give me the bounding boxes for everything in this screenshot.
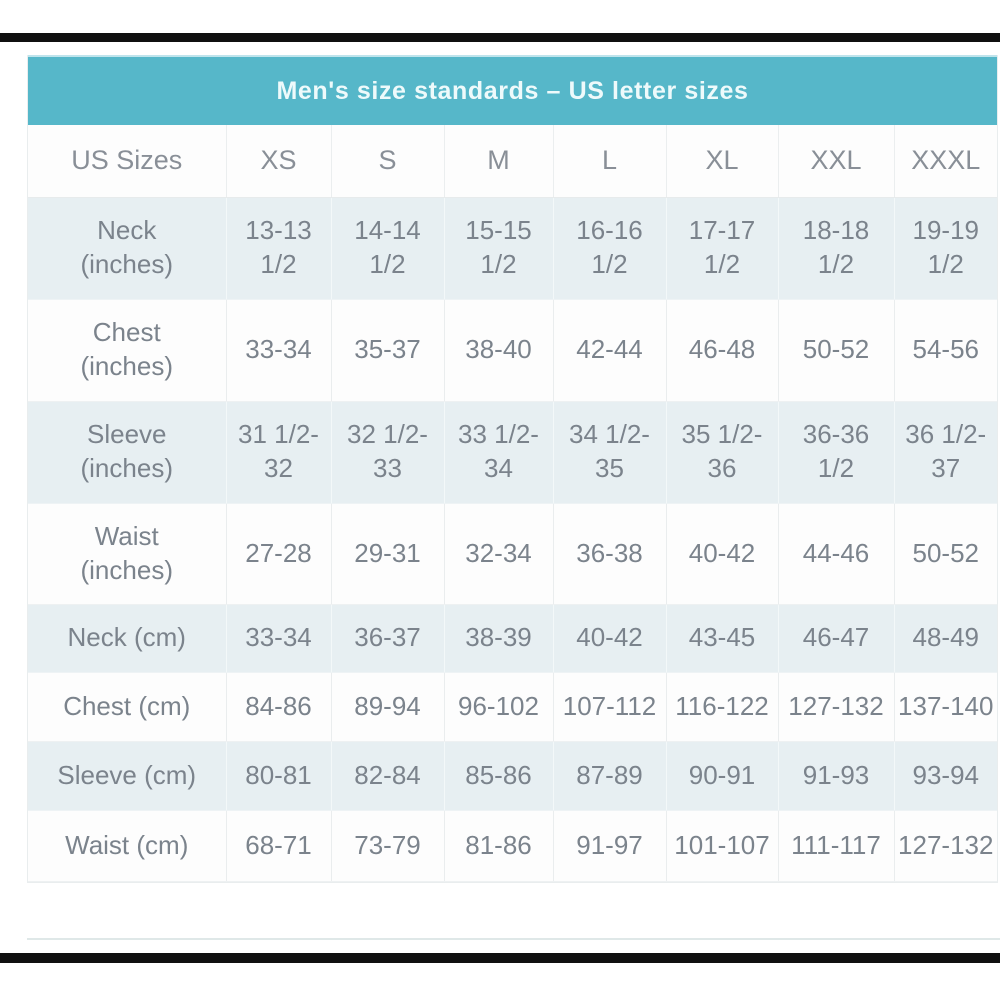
cell: 35-37 [331,299,445,402]
cell: 36 1/2- 37 [894,401,997,504]
cell: 96-102 [444,672,554,742]
row-label: Sleeve (cm) [28,741,227,811]
cell: 19-19 1/2 [894,197,997,300]
bottom-border-bar [0,953,1000,963]
column-header-xxxl: XXXL [894,125,997,198]
cell: 14-14 1/2 [331,197,445,300]
cell: 36-36 1/2 [778,401,895,504]
cell: 16-16 1/2 [553,197,667,300]
cell: 33-34 [226,299,332,402]
cell: 127-132 [894,810,997,882]
table-row-sleeve-cm: Sleeve (cm) 80-81 82-84 85-86 87-89 90-9… [28,741,997,811]
cell: 54-56 [894,299,997,402]
bottom-divider-line [27,938,1000,940]
cell: 29-31 [331,503,445,605]
cell: 116-122 [666,672,779,742]
table-row-neck-inches: Neck (inches) 13-13 1/2 14-14 1/2 15-15 … [28,197,997,300]
cell: 107-112 [553,672,667,742]
cell: 89-94 [331,672,445,742]
cell: 46-47 [778,604,895,673]
cell: 35 1/2- 36 [666,401,779,504]
cell: 40-42 [666,503,779,605]
chart-title: Men's size standards – US letter sizes [276,76,749,105]
table-row-chest-cm: Chest (cm) 84-86 89-94 96-102 107-112 11… [28,672,997,742]
cell: 17-17 1/2 [666,197,779,300]
cell: 85-86 [444,741,554,811]
cell: 33 1/2- 34 [444,401,554,504]
cell: 93-94 [894,741,997,811]
row-label: Neck (cm) [28,604,227,673]
cell: 101-107 [666,810,779,882]
size-table: US Sizes XS S M L XL XXL XXXL Neck (inch… [28,125,997,882]
table-row-chest-inches: Chest (inches) 33-34 35-37 38-40 42-44 4… [28,299,997,402]
table-row-waist-inches: Waist (inches) 27-28 29-31 32-34 36-38 4… [28,503,997,605]
column-header-xl: XL [666,125,779,198]
cell: 137-140 [894,672,997,742]
column-header-s: S [331,125,445,198]
cell: 36-37 [331,604,445,673]
cell: 13-13 1/2 [226,197,332,300]
table-row-waist-cm: Waist (cm) 68-71 73-79 81-86 91-97 101-1… [28,810,997,882]
cell: 111-117 [778,810,895,882]
cell: 127-132 [778,672,895,742]
cell: 15-15 1/2 [444,197,554,300]
row-label: Waist (inches) [28,503,227,605]
row-label: Sleeve (inches) [28,401,227,504]
cell: 33-34 [226,604,332,673]
cell: 32-34 [444,503,554,605]
column-header-m: M [444,125,554,198]
header-row: US Sizes XS S M L XL XXL XXXL [28,125,997,198]
column-header-xs: XS [226,125,332,198]
cell: 31 1/2- 32 [226,401,332,504]
cell: 82-84 [331,741,445,811]
cell: 91-93 [778,741,895,811]
row-label: Neck (inches) [28,197,227,300]
cell: 50-52 [894,503,997,605]
cell: 38-40 [444,299,554,402]
cell: 80-81 [226,741,332,811]
table-row-sleeve-inches: Sleeve (inches) 31 1/2- 32 32 1/2- 33 33… [28,401,997,504]
cell: 43-45 [666,604,779,673]
size-chart: Men's size standards – US letter sizes U… [27,55,998,883]
cell: 73-79 [331,810,445,882]
table-row-neck-cm: Neck (cm) 33-34 36-37 38-39 40-42 43-45 … [28,604,997,673]
cell: 46-48 [666,299,779,402]
cell: 81-86 [444,810,554,882]
chart-title-bar: Men's size standards – US letter sizes [28,55,997,125]
cell: 44-46 [778,503,895,605]
cell: 87-89 [553,741,667,811]
cell: 36-38 [553,503,667,605]
cell: 18-18 1/2 [778,197,895,300]
cell: 48-49 [894,604,997,673]
row-label: Waist (cm) [28,810,227,882]
top-border-bar [0,33,1000,42]
cell: 42-44 [553,299,667,402]
cell: 34 1/2- 35 [553,401,667,504]
cell: 40-42 [553,604,667,673]
cell: 27-28 [226,503,332,605]
row-label: Chest (cm) [28,672,227,742]
column-header-l: L [553,125,667,198]
cell: 68-71 [226,810,332,882]
column-header-us-sizes: US Sizes [28,125,227,198]
cell: 32 1/2- 33 [331,401,445,504]
cell: 91-97 [553,810,667,882]
cell: 38-39 [444,604,554,673]
row-label: Chest (inches) [28,299,227,402]
cell: 90-91 [666,741,779,811]
cell: 50-52 [778,299,895,402]
cell: 84-86 [226,672,332,742]
column-header-xxl: XXL [778,125,895,198]
